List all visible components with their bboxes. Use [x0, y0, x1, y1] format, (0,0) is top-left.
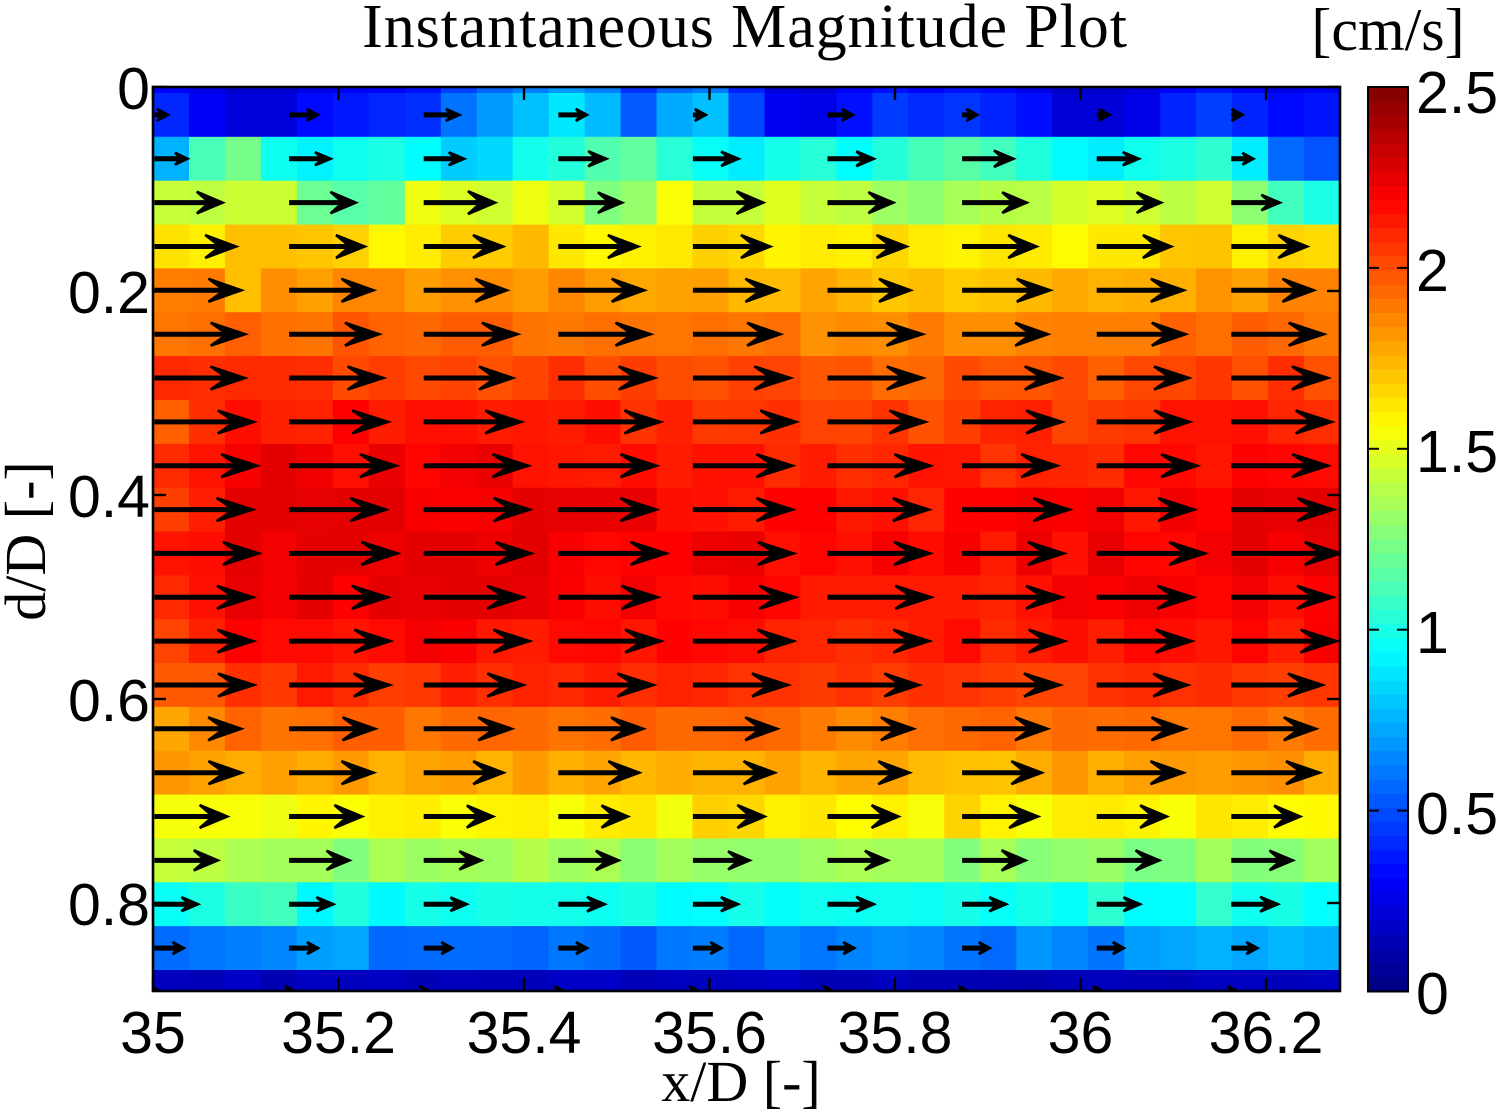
- svg-text:2.5: 2.5: [1416, 60, 1498, 126]
- svg-text:1.5: 1.5: [1416, 419, 1498, 485]
- svg-text:1: 1: [1416, 600, 1449, 666]
- svg-text:0.4: 0.4: [68, 464, 150, 530]
- svg-text:d/D [-]: d/D [-]: [0, 461, 58, 620]
- svg-text:35.8: 35.8: [838, 1000, 953, 1066]
- svg-text:0.6: 0.6: [68, 668, 150, 734]
- svg-text:36.2: 36.2: [1209, 1000, 1324, 1066]
- svg-text:0.5: 0.5: [1416, 781, 1498, 847]
- svg-text:0: 0: [117, 56, 150, 122]
- svg-text:x/D [-]: x/D [-]: [661, 1049, 820, 1113]
- svg-text:35.4: 35.4: [467, 1000, 582, 1066]
- svg-text:36: 36: [1048, 1000, 1114, 1066]
- svg-text:0: 0: [1416, 961, 1449, 1027]
- svg-text:35.2: 35.2: [281, 1000, 396, 1066]
- svg-text:35.6: 35.6: [652, 1000, 767, 1066]
- svg-text:0.8: 0.8: [68, 872, 150, 938]
- svg-text:0.2: 0.2: [68, 260, 150, 326]
- svg-text:35: 35: [120, 1000, 186, 1066]
- svg-text:[cm/s]: [cm/s]: [1311, 0, 1464, 63]
- svg-text:2: 2: [1416, 238, 1449, 304]
- svg-text:Instantaneous Magnitude Plot: Instantaneous Magnitude Plot: [362, 0, 1128, 61]
